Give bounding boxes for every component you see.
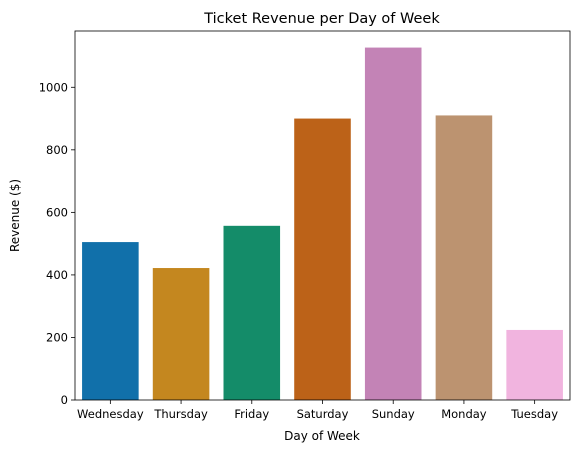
- y-tick-label: 1000: [39, 80, 68, 94]
- y-axis-ticks: 0 200 400 600 800 1000: [39, 80, 75, 407]
- x-tick-label-saturday: Saturday: [297, 407, 349, 421]
- bars-group: [82, 47, 563, 401]
- y-tick-label: 0: [61, 393, 68, 407]
- x-axis-label: Day of Week: [284, 429, 360, 443]
- x-tick-label-thursday: Thursday: [153, 407, 208, 421]
- bar-friday: [223, 225, 281, 400]
- bar-tuesday: [506, 329, 563, 400]
- x-tick-label-friday: Friday: [234, 407, 269, 421]
- bar-saturday: [294, 118, 351, 400]
- bar-thursday: [152, 268, 210, 400]
- y-axis-label: Revenue ($): [8, 179, 22, 252]
- bar-sunday: [364, 47, 422, 400]
- y-tick-label: 800: [46, 143, 68, 157]
- x-tick-label-monday: Monday: [441, 407, 487, 421]
- x-axis-ticks: Wednesday Thursday Friday Saturday Sunday Mon…: [77, 400, 558, 421]
- bar-wednesday: [82, 242, 139, 400]
- chart-title: Ticket Revenue per Day of Week: [203, 11, 440, 27]
- y-tick-label: 200: [46, 330, 68, 344]
- x-tick-label-tuesday: Tuesday: [510, 407, 558, 421]
- bar-monday: [435, 115, 493, 401]
- y-tick-label: 600: [46, 205, 68, 219]
- x-tick-label-wednesday: Wednesday: [77, 407, 144, 421]
- y-tick-label: 400: [46, 268, 68, 282]
- x-tick-label-sunday: Sunday: [372, 407, 415, 421]
